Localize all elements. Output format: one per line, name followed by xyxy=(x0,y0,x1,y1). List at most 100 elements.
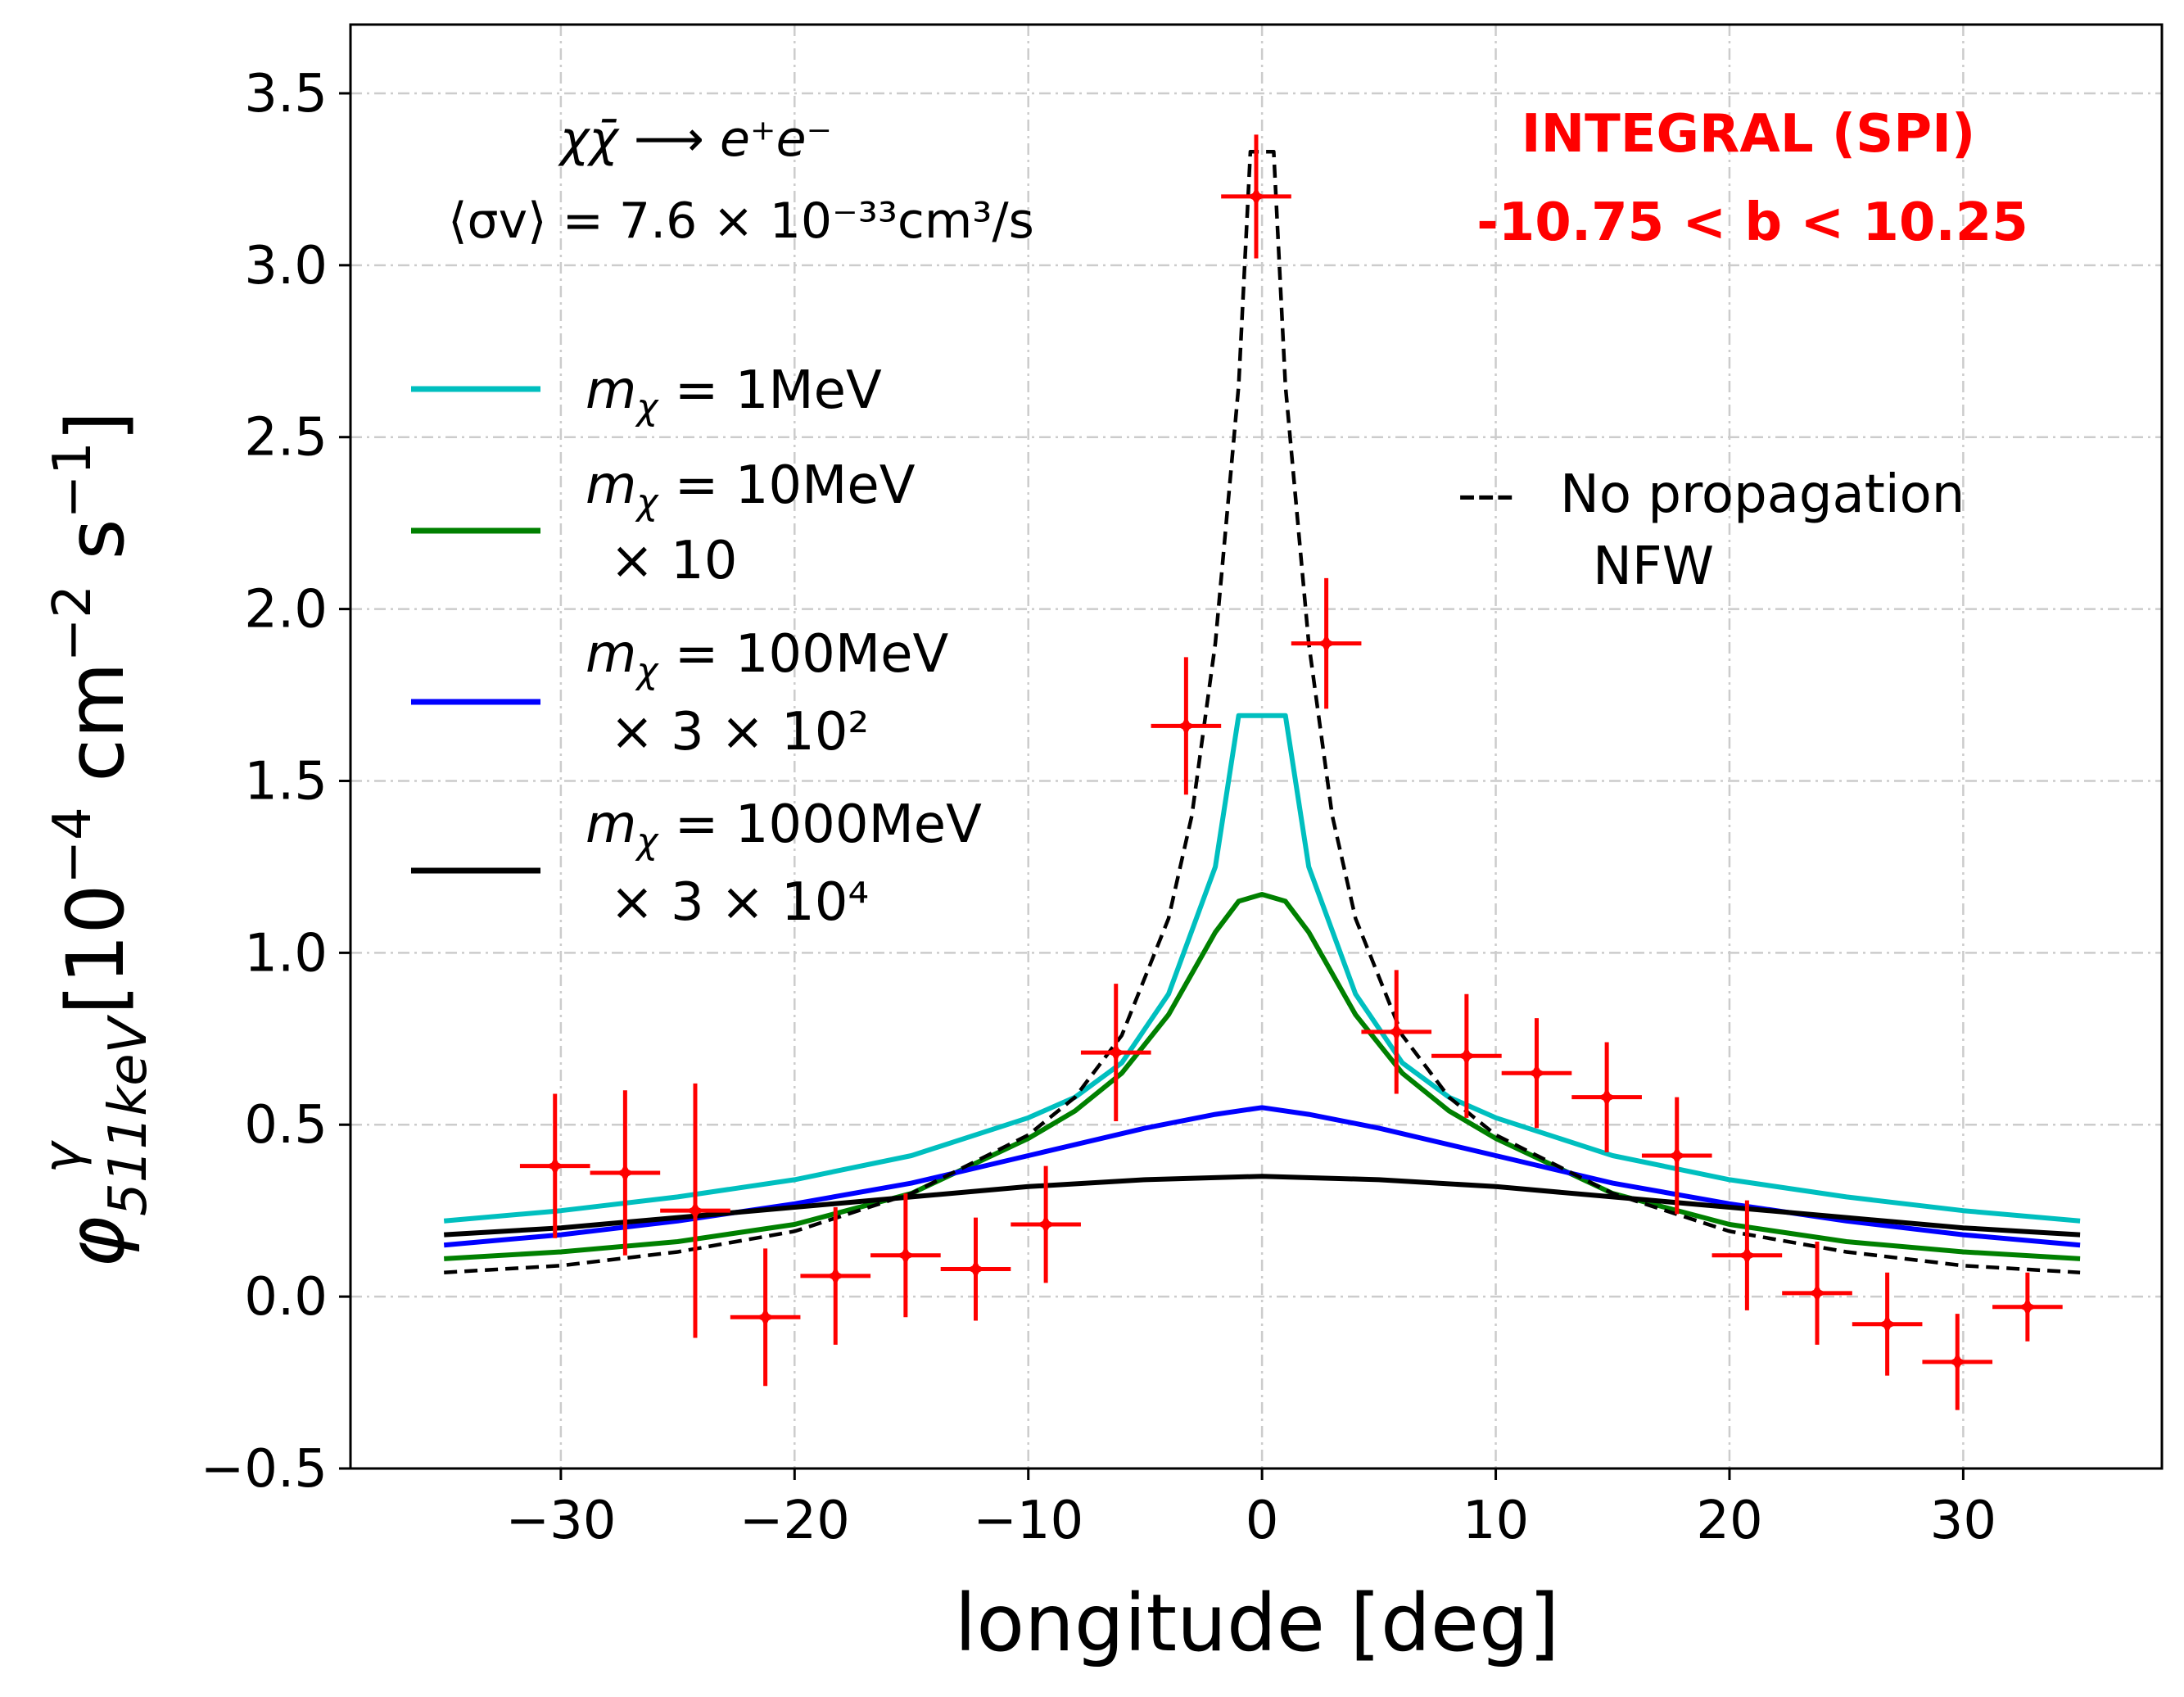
data-point xyxy=(1361,970,1432,1094)
legend-10mev-sub: χ xyxy=(635,482,659,523)
data-point xyxy=(1782,1241,1852,1345)
x-tick-label: 0 xyxy=(1246,1491,1279,1551)
data-point xyxy=(1922,1314,1993,1410)
y-axis-units-mid2: s xyxy=(50,519,142,586)
data-point xyxy=(1151,657,1222,795)
data-point-marker xyxy=(755,1307,775,1328)
legend-100mev-sub: χ xyxy=(635,650,659,692)
data-point xyxy=(730,1248,801,1387)
y-axis-units-base: [10 xyxy=(50,885,142,1040)
plot-frame xyxy=(349,23,2164,1470)
y-axis-symbol: φ xyxy=(50,1216,142,1268)
legend-label-1mev: mχ = 1MeV xyxy=(586,360,882,428)
y-tick-label: 0.0 xyxy=(244,1267,328,1328)
data-point-marker xyxy=(1877,1314,1897,1334)
series-line-nfw xyxy=(444,150,2081,1274)
data-point xyxy=(870,1193,941,1318)
x-tick-label: 20 xyxy=(1696,1491,1762,1551)
legend-left: mχ = 1MeV mχ = 10MeV × 10 mχ = 100MeV × … xyxy=(411,360,982,933)
y-axis-units-exp3: −1 xyxy=(43,441,103,518)
data-points xyxy=(519,134,2063,1410)
data-point xyxy=(940,1217,1011,1321)
data-point xyxy=(1291,577,1362,709)
series-line-m10 xyxy=(444,892,2081,1261)
data-point xyxy=(1501,1018,1572,1129)
data-point xyxy=(1641,1097,1712,1215)
legend-1mev-sub: χ xyxy=(635,387,659,428)
data-point-marker xyxy=(2017,1297,2037,1317)
data-point xyxy=(1431,993,1502,1118)
x-tick-label: −10 xyxy=(973,1491,1083,1551)
legend-right: --- No propagation NFW xyxy=(1458,464,1965,597)
legend-label-100mev: mχ = 100MeV xyxy=(586,624,948,692)
process-annotation: χχ̄ ⟶ e⁺e⁻ xyxy=(558,111,832,168)
y-axis-superscript: γ xyxy=(33,1140,93,1174)
y-tick-label: 3.5 xyxy=(244,64,328,124)
series-line-m1 xyxy=(443,713,2081,1224)
data-point-marker xyxy=(1316,633,1336,654)
legend-1000mev-sub: χ xyxy=(635,821,659,862)
cross-section-annotation: ⟨σv⟩ = 7.6 × 10⁻³³cm³/s xyxy=(448,192,1034,250)
y-tick-label: 0.5 xyxy=(244,1095,328,1156)
y-tick-label: 1.0 xyxy=(244,923,328,984)
data-point xyxy=(590,1090,661,1256)
data-point-marker xyxy=(1246,186,1266,206)
axis-ticks: −30 −20 −10 0 10 20 30 −0.5 0.0 0.5 1.0 1.5 2.0 2.5 3.… xyxy=(201,64,1997,1551)
data-point-marker xyxy=(615,1163,635,1183)
data-point xyxy=(1711,1200,1783,1310)
model-curves xyxy=(443,150,2081,1274)
legend-label-10mev: mχ = 10MeV xyxy=(586,455,916,523)
data-point-marker xyxy=(895,1245,916,1265)
instrument-annotation: INTEGRAL (SPI) xyxy=(1522,104,1975,165)
data-point-marker xyxy=(1947,1351,1968,1372)
y-tick-label: 1.5 xyxy=(244,751,328,812)
legend-1mev-m: m xyxy=(586,360,636,421)
data-point xyxy=(1080,984,1151,1122)
data-point xyxy=(1571,1042,1642,1152)
y-tick-label: −0.5 xyxy=(201,1439,328,1500)
data-point-marker xyxy=(965,1259,986,1279)
y-axis-units-end: ] xyxy=(50,411,142,441)
legend-1000mev-scale: × 3 × 10⁴ xyxy=(610,872,869,933)
latitude-range-annotation: -10.75 < b < 10.25 xyxy=(1476,192,2028,253)
legend-100mev-scale: × 3 × 10² xyxy=(610,702,869,763)
y-axis-units-exp2: −2 xyxy=(43,585,103,662)
legend-100mev-m: m xyxy=(586,624,636,685)
x-tick-label: 10 xyxy=(1463,1491,1529,1551)
data-point xyxy=(1852,1272,1923,1376)
x-tick-label: 30 xyxy=(1930,1491,1996,1551)
data-point-marker xyxy=(1036,1214,1056,1234)
data-point-marker xyxy=(1106,1043,1126,1063)
y-tick-label: 2.0 xyxy=(244,580,328,640)
x-tick-label: −30 xyxy=(505,1491,616,1551)
legend-1000mev-rest: = 1000MeV xyxy=(658,794,982,855)
data-point-marker xyxy=(1176,716,1196,736)
legend-10mev-scale: × 10 xyxy=(610,531,737,591)
data-point-marker xyxy=(1456,1046,1476,1066)
data-point-marker xyxy=(1666,1146,1687,1166)
data-point-marker xyxy=(545,1156,565,1176)
x-axis-title: longitude [deg] xyxy=(955,1577,1560,1669)
data-point-marker xyxy=(685,1201,705,1221)
data-point xyxy=(1221,134,1291,259)
legend-1mev-rest: = 1MeV xyxy=(658,360,882,421)
y-tick-label: 2.5 xyxy=(244,408,328,468)
data-point xyxy=(519,1093,590,1238)
y-axis-title: φ511keVγ [10−4 cm−2 s−1] xyxy=(33,411,159,1269)
data-point-marker xyxy=(1597,1087,1617,1107)
series-line-m1000 xyxy=(444,1174,2081,1238)
data-point xyxy=(1992,1272,2063,1342)
data-point-marker xyxy=(1737,1245,1757,1265)
y-tick-label: 3.0 xyxy=(244,236,328,296)
y-axis-subscript: 511keV xyxy=(98,1014,159,1216)
legend-nfw-line2: NFW xyxy=(1593,536,1714,597)
legend-10mev-m: m xyxy=(586,455,636,516)
data-point-marker xyxy=(1807,1283,1828,1303)
legend-nfw-marker: --- xyxy=(1458,464,1514,525)
data-point-marker xyxy=(1386,1021,1407,1042)
x-tick-label: −20 xyxy=(739,1491,850,1551)
y-axis-units-exp1: −4 xyxy=(43,807,103,884)
legend-10mev-rest: = 10MeV xyxy=(658,455,915,516)
data-point-marker xyxy=(1526,1063,1547,1084)
